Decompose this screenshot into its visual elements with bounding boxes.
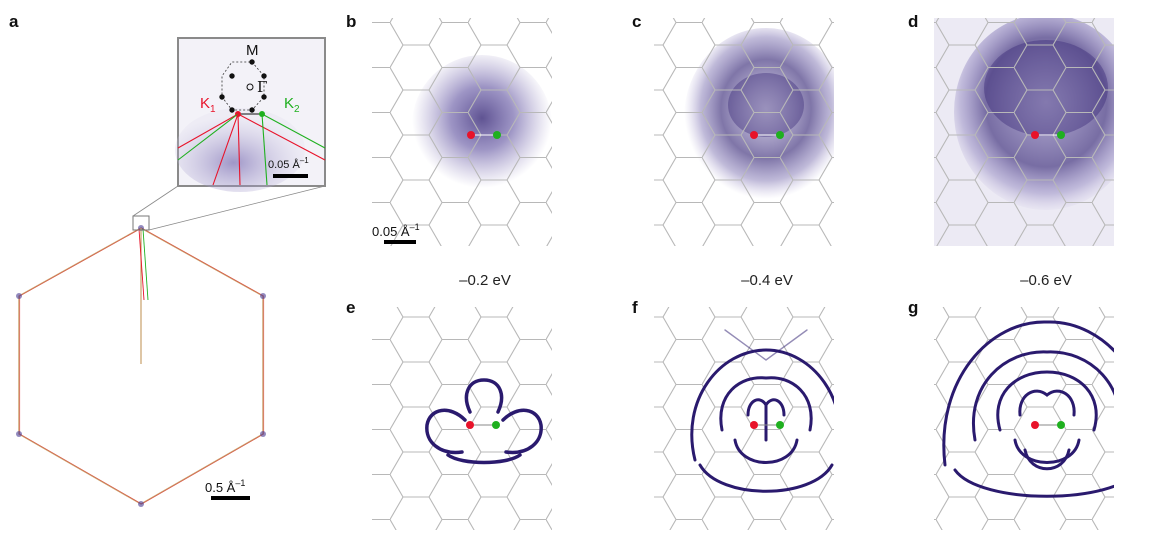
energy-label-b: –0.2 eV <box>459 272 511 289</box>
panel-b-K1-point <box>467 131 475 139</box>
panel-f-simulation <box>654 307 834 530</box>
panel-c-K2-point <box>776 131 784 139</box>
panel-d-K1-point <box>1031 131 1039 139</box>
panel-label-a: a <box>9 12 19 31</box>
panel-a-inset: M Γ K1 K2 0.05 Å–1 <box>175 37 326 192</box>
panel-g-K1-point <box>1031 421 1039 429</box>
panel-label-b: b <box>346 12 357 31</box>
panel-c-K1-point <box>750 131 758 139</box>
inset-label-M: M <box>246 42 259 59</box>
panel-f-K1-point <box>750 421 758 429</box>
panel-a-brillouin-zone: 0.5 Å–1 <box>16 185 326 507</box>
panel-g-simulation <box>934 307 1114 530</box>
panel-d-K2-point <box>1057 131 1065 139</box>
panel-label-d: d <box>908 12 919 31</box>
panel-label-g: g <box>908 298 919 317</box>
panel-e-simulation <box>372 307 552 530</box>
inset-label-Gamma: Γ <box>257 78 267 96</box>
panel-c-image <box>654 18 834 246</box>
panel-g-K2-point <box>1057 421 1065 429</box>
scale-label-b: 0.05 Å–1 <box>372 222 420 239</box>
scale-label-a: 0.5 Å–1 <box>205 478 245 495</box>
panel-label-e: e <box>346 298 356 317</box>
panel-e-K2-point <box>492 421 500 429</box>
energy-label-d: –0.6 eV <box>1020 272 1072 289</box>
panel-e-K1-point <box>466 421 474 429</box>
panel-f-K2-point <box>776 421 784 429</box>
panel-d-image <box>934 18 1114 246</box>
inset-label-K2: K2 <box>284 95 300 115</box>
panel-b-image <box>372 18 552 246</box>
panel-label-c: c <box>632 12 642 31</box>
inset-label-K1: K1 <box>200 95 216 115</box>
panel-label-f: f <box>632 298 638 317</box>
energy-label-c: –0.4 eV <box>741 272 793 289</box>
panel-b-K2-point <box>493 131 501 139</box>
inset-scale-label: 0.05 Å–1 <box>268 156 309 171</box>
